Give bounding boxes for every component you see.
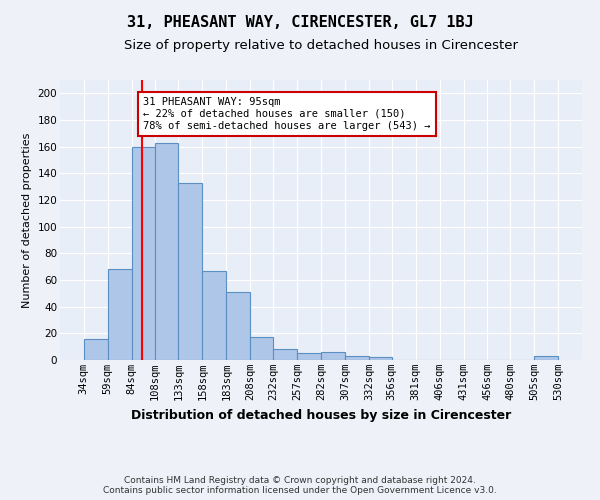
Y-axis label: Number of detached properties: Number of detached properties (22, 132, 32, 308)
Bar (250, 338, 273, 360)
Text: 31 PHEASANT WAY: 95sqm
← 22% of detached houses are smaller (150)
78% of semi-de: 31 PHEASANT WAY: 95sqm ← 22% of detached… (143, 98, 431, 130)
Bar (202, 270, 226, 360)
Text: Contains HM Land Registry data © Crown copyright and database right 2024.
Contai: Contains HM Land Registry data © Crown c… (103, 476, 497, 495)
X-axis label: Distribution of detached houses by size in Cirencester: Distribution of detached houses by size … (131, 408, 511, 422)
Text: 31, PHEASANT WAY, CIRENCESTER, GL7 1BJ: 31, PHEASANT WAY, CIRENCESTER, GL7 1BJ (127, 15, 473, 30)
Bar (107, 270, 131, 360)
Bar (345, 356, 369, 360)
Title: Size of property relative to detached houses in Cirencester: Size of property relative to detached ho… (124, 40, 518, 52)
Bar (273, 350, 297, 360)
Bar (321, 352, 345, 360)
Bar (84, 338, 107, 360)
Bar (369, 358, 392, 360)
Bar (226, 292, 250, 360)
Bar (535, 356, 558, 360)
Bar (297, 354, 321, 360)
Bar (155, 142, 178, 360)
Bar (178, 182, 202, 360)
Bar (131, 146, 155, 360)
